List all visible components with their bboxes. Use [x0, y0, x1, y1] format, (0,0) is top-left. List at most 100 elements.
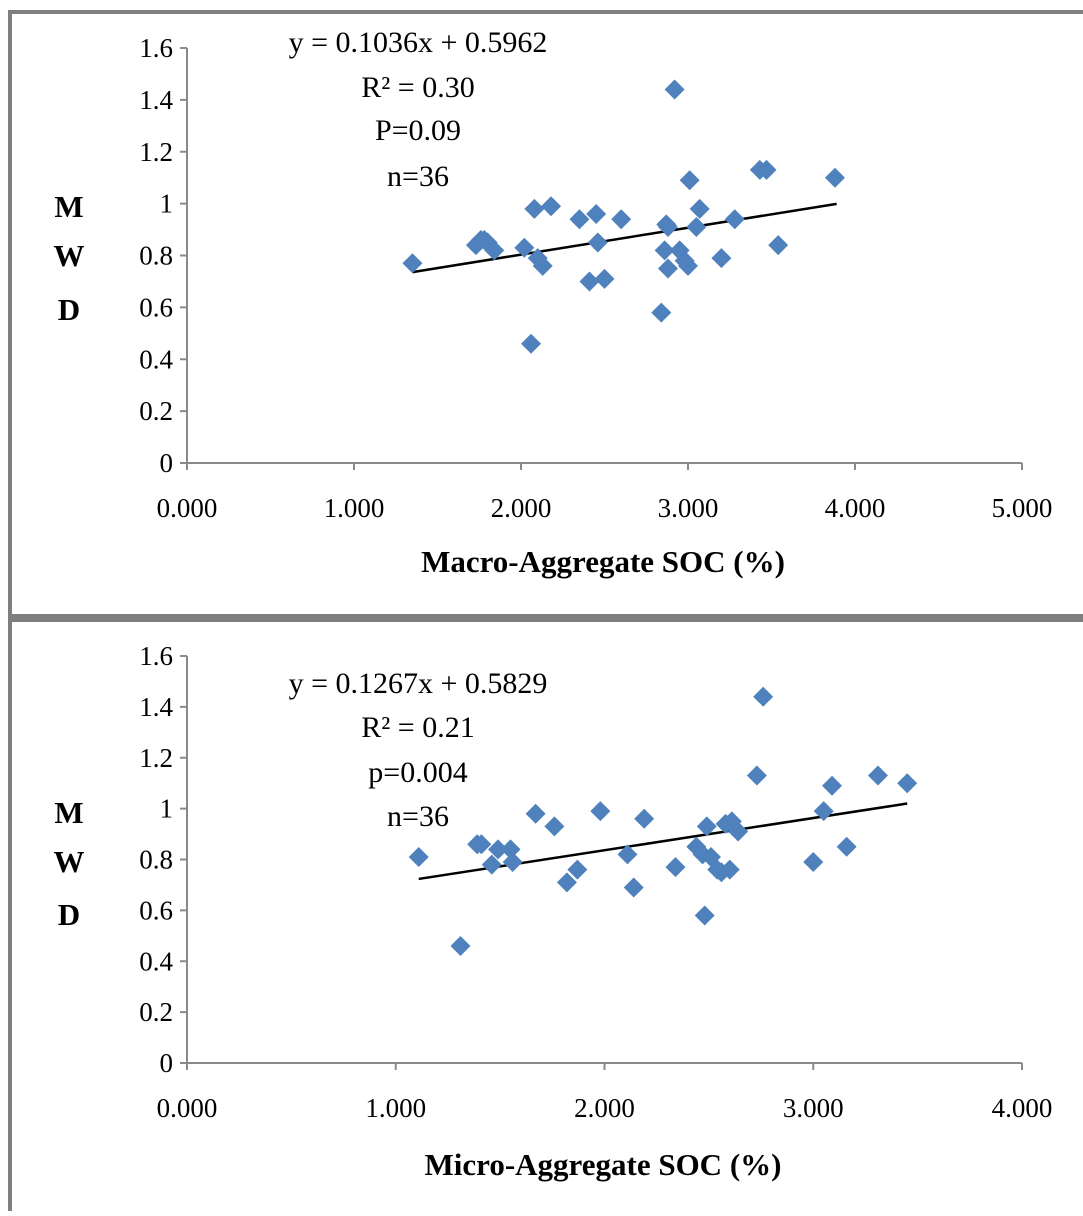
y-tick-label: 1.6: [139, 33, 173, 63]
x-tick-label: 1.000: [324, 493, 385, 523]
data-point-marker: [711, 248, 732, 269]
regression-annotation: y = 0.1036x + 0.5962: [289, 26, 548, 59]
y-tick-label: 1.2: [139, 743, 173, 773]
y-tick-label: 0.4: [139, 946, 173, 976]
data-point-marker: [408, 846, 429, 867]
data-point-marker: [689, 198, 710, 219]
x-tick-label: 3.000: [783, 1093, 844, 1123]
data-point-marker: [728, 821, 749, 842]
y-tick-label: 0: [160, 448, 174, 478]
regression-annotation: p=0.004: [368, 756, 467, 789]
data-point-marker: [867, 765, 888, 786]
x-axis-title: Macro-Aggregate SOC (%): [421, 544, 785, 579]
data-point-marker: [686, 216, 707, 237]
data-point-marker: [484, 240, 505, 261]
data-point-marker: [586, 204, 607, 224]
data-point-marker: [724, 209, 745, 230]
y-tick-label: 1: [160, 189, 174, 219]
y-axis-title-letter: M: [54, 189, 83, 224]
data-point-marker: [532, 255, 553, 276]
data-point-marker: [617, 844, 638, 865]
data-point-marker: [746, 765, 767, 786]
panel-frame-top: [8, 10, 1083, 618]
chart-panel-micro-aggregate: 0 0.2 0.4 0.6 0.8 1 1.2 1.4 1.6 0.000 1.000 2.000 3.…: [54, 641, 1053, 1182]
data-point-marker: [500, 839, 521, 860]
trendline: [412, 202, 837, 274]
regression-annotation: n=36: [387, 800, 449, 833]
data-point-marker: [634, 808, 655, 829]
y-axis-title-letter: D: [58, 292, 80, 327]
data-point-marker: [822, 775, 843, 796]
data-point-marker: [665, 857, 686, 878]
data-point-marker: [567, 859, 588, 880]
regression-annotation: R² = 0.30: [361, 71, 474, 104]
regression-annotation: n=36: [387, 160, 449, 193]
data-point-marker: [471, 834, 492, 855]
data-point-marker: [488, 839, 509, 860]
data-point-marker: [541, 196, 562, 217]
y-tick-label: 1: [160, 794, 174, 824]
panel-frame-bottom: [8, 618, 1083, 1216]
data-point-marker: [897, 773, 918, 794]
data-point-marker: [556, 872, 577, 893]
data-point-marker: [590, 801, 611, 822]
y-axis-title-letter: W: [54, 238, 85, 273]
y-tick-label: 0: [160, 1048, 174, 1078]
y-tick-label: 0.8: [139, 241, 173, 271]
x-tick-label: 4.000: [825, 493, 886, 523]
x-tick-label: 0.000: [157, 1093, 218, 1123]
data-point-marker: [587, 232, 608, 253]
data-point-marker: [544, 816, 565, 837]
data-point-marker: [525, 803, 546, 824]
data-point-marker: [657, 216, 678, 237]
data-point-marker: [450, 935, 471, 956]
data-point-marker: [481, 854, 502, 875]
data-point-marker: [514, 237, 535, 258]
y-tick-label: 0.2: [139, 396, 173, 426]
data-point-marker: [696, 816, 717, 837]
data-point-marker: [678, 255, 698, 276]
x-tick-label: 4.000: [992, 1093, 1053, 1123]
x-tick-label: 2.000: [491, 493, 552, 523]
data-point-marker: [824, 167, 845, 188]
x-axis-title: Micro-Aggregate SOC (%): [425, 1147, 782, 1182]
data-point-marker: [579, 271, 600, 292]
x-tick-label: 1.000: [365, 1093, 426, 1123]
x-tick-label: 5.000: [992, 493, 1053, 523]
data-point-marker: [719, 859, 740, 880]
y-tick-label: 1.4: [139, 85, 173, 115]
regression-annotation: y = 0.1267x + 0.5829: [289, 667, 548, 700]
data-point-marker: [803, 852, 824, 873]
y-tick-label: 0.6: [139, 895, 173, 925]
data-point-marker: [664, 79, 685, 100]
regression-annotation: P=0.09: [375, 114, 461, 147]
y-axis-title-letter: M: [54, 795, 83, 830]
data-point-marker: [694, 905, 715, 926]
chart-panel-macro-aggregate: 0 0.2 0.4 0.6 0.8 1 1.2 1.4 1.6 0.000 1.000 2.000 3.…: [54, 26, 1053, 579]
data-point-marker: [753, 686, 774, 707]
regression-annotation: R² = 0.21: [361, 711, 474, 744]
data-point-marker: [756, 159, 777, 180]
data-point-marker: [524, 198, 545, 219]
y-axis-title-letter: D: [58, 897, 80, 932]
data-point-marker: [402, 253, 423, 274]
y-tick-label: 0.8: [139, 845, 173, 875]
data-point-marker: [569, 209, 590, 230]
y-tick-label: 0.6: [139, 292, 173, 322]
data-point-marker: [651, 302, 672, 323]
data-point-marker: [813, 801, 834, 822]
data-point-marker: [623, 877, 644, 898]
x-tick-label: 3.000: [658, 493, 719, 523]
data-point-marker: [836, 836, 857, 857]
data-point-marker: [768, 235, 789, 256]
data-point-marker: [594, 268, 615, 289]
y-tick-label: 1.4: [139, 692, 173, 722]
y-tick-label: 1.6: [139, 641, 173, 671]
x-tick-label: 0.000: [157, 493, 218, 523]
x-tick-label: 2.000: [574, 1093, 635, 1123]
data-point-marker: [654, 240, 675, 261]
data-point-marker: [611, 209, 632, 230]
y-axis-title-letter: W: [54, 844, 85, 879]
